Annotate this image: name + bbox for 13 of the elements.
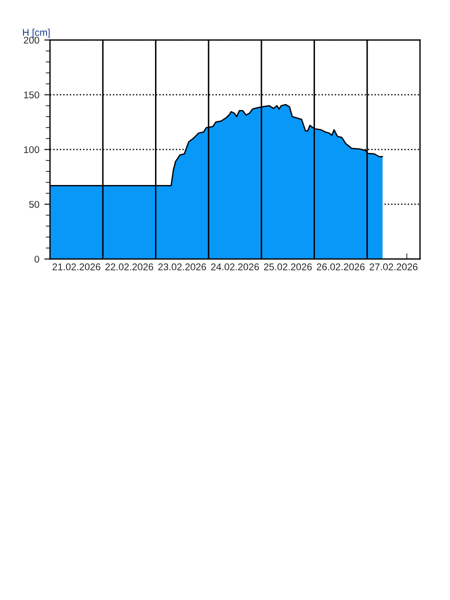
y-tick-label: 150 <box>24 91 40 98</box>
x-tick-label: 21.02.2026 <box>52 263 100 270</box>
x-tick-label: 25.02.2026 <box>264 263 312 270</box>
x-tick-label: 22.02.2026 <box>105 263 154 270</box>
x-tick-label: 24.02.2026 <box>211 263 259 270</box>
x-tick-label: 27.02.2026 <box>370 263 418 270</box>
y-tick-label: 50 <box>29 200 40 208</box>
y-tick-label: 0 <box>34 256 40 263</box>
y-axis-title: H [cm] <box>23 28 50 38</box>
y-tick-label: 100 <box>24 146 40 154</box>
y-tick-label: 200 <box>24 36 40 44</box>
x-tick-label: 23.02.2026 <box>158 263 206 270</box>
x-tick-label: 26.02.2026 <box>316 263 365 270</box>
